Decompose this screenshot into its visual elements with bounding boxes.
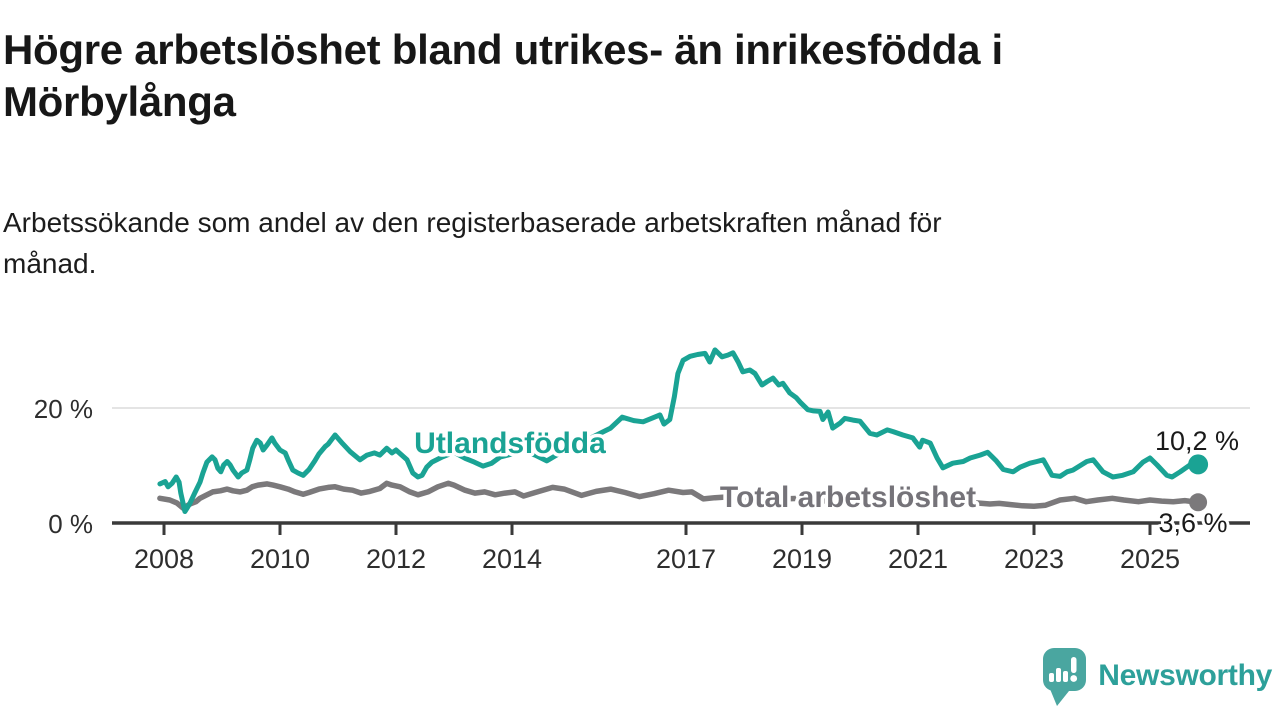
chart-subtitle: Arbetssökande som andel av den registerb… — [3, 202, 1203, 284]
end-value-label-total: 3,6 % — [1158, 508, 1227, 538]
x-tick-label: 2025 — [1120, 544, 1180, 574]
series-label-total-arbetsloshet: Total arbetslöshet — [720, 481, 976, 514]
x-tick-label: 2012 — [366, 544, 426, 574]
chart-subtitle-line2: månad. — [3, 248, 97, 279]
end-dot-utlandsfodda — [1188, 454, 1209, 475]
end-dot-total — [1189, 493, 1208, 512]
annotation-layer: Utlandsfödda Total arbetslöshet 10,2 % 3… — [411, 423, 1242, 541]
series-layer — [157, 347, 1201, 514]
series-line-utlandsfodda — [157, 347, 1201, 514]
chart-title: Högre arbetslöshet bland utrikes- än inr… — [3, 24, 1223, 128]
x-tick-label: 2019 — [772, 544, 832, 574]
newsworthy-logo-text: Newsworthy — [1098, 659, 1272, 692]
chart-title-line2: Mörbylånga — [3, 78, 236, 125]
x-tick-label: 2008 — [134, 544, 194, 574]
x-tick-label: 2023 — [1004, 544, 1064, 574]
series-label-utlandsfodda: Utlandsfödda — [414, 427, 606, 460]
x-tick-label: 2010 — [250, 544, 310, 574]
x-tick-label: 2014 — [482, 544, 542, 574]
x-tick-label: 2017 — [656, 544, 716, 574]
newsworthy-logo: Newsworthy — [1042, 645, 1272, 707]
y-tick-label: 0 % — [48, 509, 93, 539]
line-chart: 0 % 20 % 2008 2010 2012 2014 2017 2019 2021 2023 2… — [34, 347, 1250, 574]
series-line-total — [157, 480, 1201, 511]
end-value-label-utlandsfodda: 10,2 % — [1155, 426, 1239, 456]
y-tick-label: 20 % — [34, 394, 93, 424]
chart-title-line1: Högre arbetslöshet bland utrikes- än inr… — [3, 26, 1003, 73]
newsworthy-logo-icon — [1043, 648, 1087, 706]
chart-subtitle-line1: Arbetssökande som andel av den registerb… — [3, 207, 942, 238]
x-tick-label: 2021 — [888, 544, 948, 574]
axis-layer: 0 % 20 % 2008 2010 2012 2014 2017 2019 2021 2023 2… — [34, 394, 1250, 574]
end-dots-layer — [1188, 454, 1209, 512]
